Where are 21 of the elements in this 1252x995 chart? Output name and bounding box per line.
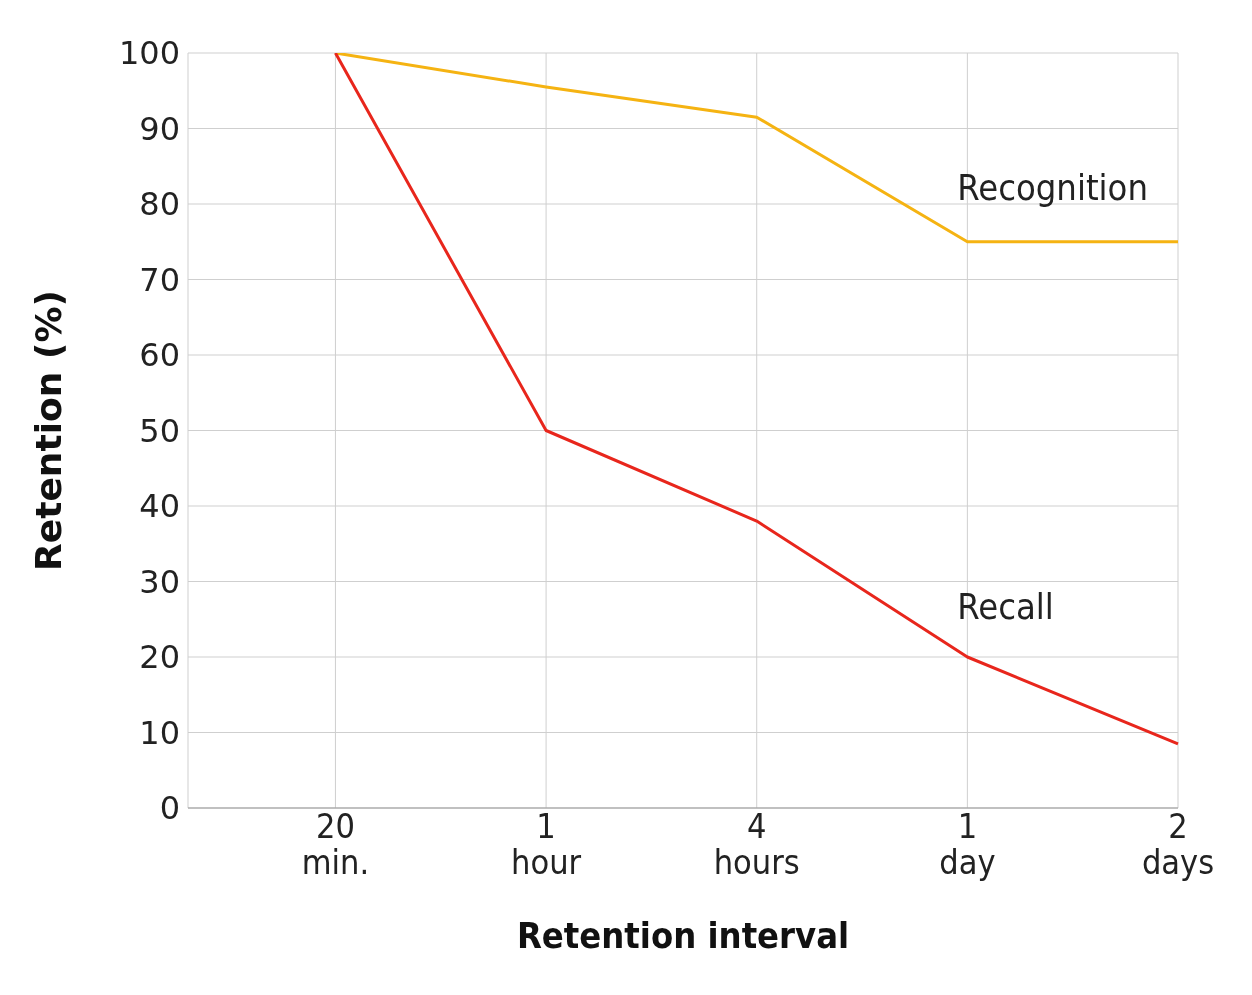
series-label: Recall <box>957 586 1054 627</box>
x-tick-label: 1 hour <box>511 806 582 882</box>
x-tick-label: 4 hours <box>713 806 800 882</box>
x-axis-title: Retention interval <box>516 915 850 956</box>
y-tick-label: 40 <box>139 487 180 526</box>
x-tick-label: 2 days <box>1141 806 1215 882</box>
y-tick-label: 10 <box>139 713 180 752</box>
y-tick-label: 50 <box>139 411 180 450</box>
y-axis-title: Retention (%) <box>27 290 69 571</box>
y-tick-label: 0 <box>159 789 180 828</box>
y-tick-label: 30 <box>139 562 180 601</box>
x-tick-label: 1 day <box>939 806 996 882</box>
y-tick-label: 100 <box>118 34 180 73</box>
series-label: Recognition <box>957 166 1148 208</box>
y-tick-label: 20 <box>139 638 180 677</box>
y-tick-label: 90 <box>139 109 180 148</box>
y-tick-label: 80 <box>139 185 180 224</box>
y-tick-label: 70 <box>139 260 180 299</box>
y-tick-label: 60 <box>139 336 180 375</box>
x-tick-label: 20 min. <box>301 806 370 882</box>
line-series <box>333 53 1180 746</box>
